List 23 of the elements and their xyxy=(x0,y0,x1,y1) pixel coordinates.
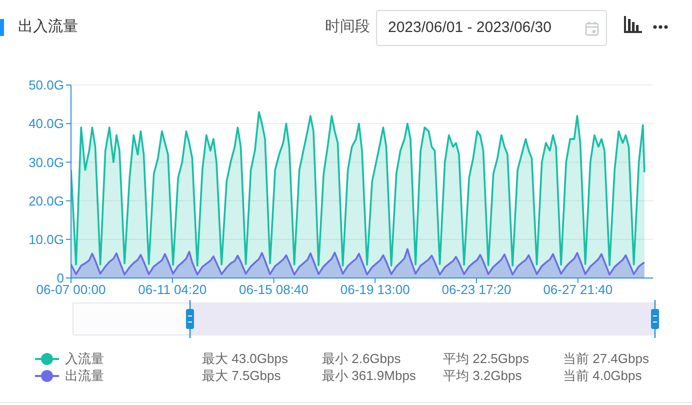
text: 2023/06/01 - 2023/06/30 xyxy=(388,19,552,36)
text: 当前 27.4Gbps xyxy=(563,351,649,366)
y-tick-label: 40.0G xyxy=(28,116,64,132)
text: 最小 2.6Gbps xyxy=(322,351,401,366)
legend-label: 入流量 xyxy=(65,351,104,366)
chart-title: 出入流量 xyxy=(18,18,78,35)
x-tick-label: 06-27 21:40 xyxy=(543,282,613,298)
y-tick-label: 10.0G xyxy=(28,232,64,248)
text: 当前 4.0Gbps xyxy=(563,368,642,383)
text: 平均 3.2Gbps xyxy=(443,368,522,383)
text: 时间段 xyxy=(325,18,370,35)
text: 最大 7.5Gbps xyxy=(202,368,281,383)
x-tick-label: 06-11 04:20 xyxy=(138,282,207,298)
text: 最小 361.9Mbps xyxy=(322,368,416,383)
y-tick-label: 50.0G xyxy=(28,78,64,93)
text: 平均 22.5Gbps xyxy=(443,351,529,366)
x-tick-label: 06-23 17:20 xyxy=(442,282,512,298)
y-tick-label: 30.0G xyxy=(28,154,64,170)
x-tick-label: 06-15 08:40 xyxy=(239,282,308,298)
x-tick-label: 06-19 13:00 xyxy=(340,282,410,298)
legend-label: 出流量 xyxy=(65,368,104,383)
y-tick-label: 20.0G xyxy=(28,193,64,208)
text: 最大 43.0Gbps xyxy=(202,351,288,366)
